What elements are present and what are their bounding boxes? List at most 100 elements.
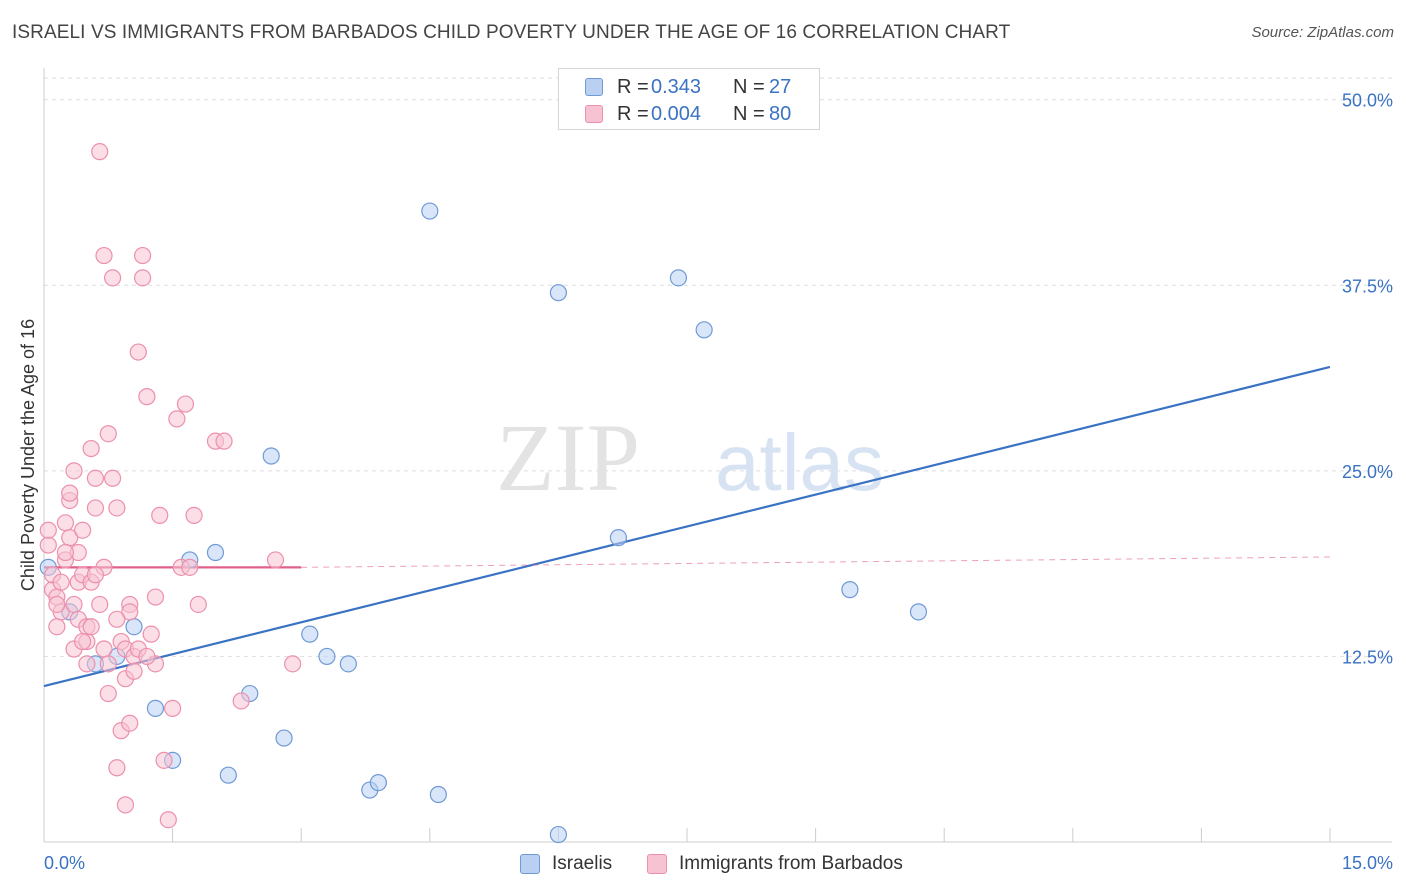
legend-row-israelis: R = 0.343 N = 27 — [559, 72, 821, 102]
barbados-point — [121, 603, 139, 621]
barbados-point — [82, 618, 100, 636]
watermark: ZIP atlas — [496, 404, 884, 511]
barbados-point — [138, 647, 156, 666]
watermark-zip: ZIP — [496, 404, 640, 511]
barbados-point — [155, 751, 173, 769]
axes — [43, 68, 1392, 843]
trend-lines — [43, 365, 1331, 688]
y-axis-label: Child Poverty Under the Age of 16 — [18, 319, 38, 591]
barbados-point — [86, 469, 105, 487]
gridlines — [44, 77, 1392, 657]
legend-n-label: N = — [733, 76, 765, 98]
israelis-point — [909, 603, 928, 621]
legend-swatch-pink — [585, 105, 603, 123]
barbados-point — [52, 573, 70, 591]
bottom-legend-swatch-pink — [647, 854, 667, 874]
correlation-legend: R = 0.343 N = 27 R = 0.004 N = 80 — [558, 68, 820, 130]
barbados-point — [91, 595, 109, 614]
israelis-point — [125, 618, 143, 636]
israelis-point — [421, 202, 439, 220]
israelis-point — [206, 543, 225, 562]
barbados-point — [108, 610, 126, 628]
israelis-point — [219, 766, 237, 784]
barbados-point — [65, 462, 83, 480]
israelis-point — [669, 269, 688, 287]
barbados-point — [266, 551, 285, 569]
barbados-point — [86, 499, 105, 517]
barbados-point — [91, 143, 109, 161]
israelis-point — [339, 655, 357, 673]
barbados-point — [39, 536, 57, 554]
bottom-legend-barbados: Immigrants from Barbados — [647, 850, 937, 878]
bottom-legend-swatch-blue — [520, 854, 540, 874]
israelis-point — [369, 774, 387, 792]
legend-r-label: R = — [617, 76, 649, 98]
source-credit: Source: ZipAtlas.com — [1251, 24, 1394, 41]
barbados-point — [73, 521, 92, 539]
barbados-point — [48, 595, 66, 614]
barbados-point — [181, 558, 199, 576]
barbados-point — [125, 662, 143, 680]
barbados-point — [108, 759, 126, 777]
israelis-point — [609, 529, 628, 547]
barbados-point — [78, 655, 96, 673]
israelis-point — [146, 699, 165, 717]
barbados-point — [61, 484, 79, 502]
barbados-point — [99, 425, 117, 443]
bottom-legend-israelis: Israelis — [520, 850, 640, 878]
y-tick-label: 12.5% — [1342, 647, 1393, 667]
israelis-point — [841, 581, 859, 599]
barbados-point — [215, 432, 233, 450]
barbados-point — [189, 595, 207, 614]
tick-labels: 12.5% 25.0% 37.5% 50.0% 0.0% 15.0% — [44, 91, 1393, 873]
legend-n-value: 80 — [769, 103, 792, 125]
israelis-point — [318, 647, 336, 666]
legend-n-label: N = — [733, 103, 765, 125]
barbados-point — [159, 811, 177, 829]
barbados-point — [168, 410, 186, 428]
barbados-point — [185, 506, 203, 524]
barbados-point — [232, 692, 250, 710]
barbados-point — [99, 655, 117, 673]
israelis-point — [695, 321, 713, 339]
israelis-point — [262, 447, 280, 465]
barbados-point — [133, 269, 152, 287]
barbados-point — [95, 246, 113, 265]
chart-title: ISRAELI VS IMMIGRANTS FROM BARBADOS CHIL… — [12, 22, 1011, 43]
barbados-point — [176, 395, 195, 413]
barbados-point — [39, 521, 57, 539]
barbados-point — [146, 588, 165, 606]
barbados-point — [48, 618, 66, 636]
barbados-point — [133, 246, 152, 265]
israelis-point — [549, 284, 568, 302]
barbados-point — [56, 543, 75, 562]
legend-r-value: 0.343 — [651, 76, 702, 98]
y-tick-label: 25.0% — [1342, 462, 1393, 482]
y-tick-label: 37.5% — [1342, 276, 1393, 296]
x-tick-label: 0.0% — [44, 853, 85, 873]
barbados-point — [103, 269, 122, 287]
legend-row-barbados: R = 0.004 N = 80 — [559, 99, 821, 129]
data-points — [39, 143, 928, 844]
legend-swatch-blue — [585, 78, 603, 96]
barbados-trend-extension — [301, 556, 1331, 568]
barbados-point — [95, 640, 113, 658]
legend-r-label: R = — [617, 103, 649, 125]
barbados-point — [116, 796, 135, 814]
watermark-atlas: atlas — [715, 418, 884, 507]
x-tick-label: 15.0% — [1342, 853, 1393, 873]
legend-n-value: 27 — [769, 76, 792, 98]
israelis-trend-line — [43, 365, 1331, 688]
barbados-point — [151, 506, 169, 524]
barbados-point — [73, 632, 92, 651]
israelis-point — [549, 825, 568, 844]
bottom-legend-label: Israelis — [552, 853, 613, 874]
barbados-point — [86, 566, 105, 584]
bottom-legend-label: Immigrants from Barbados — [679, 853, 903, 874]
barbados-point — [142, 625, 160, 643]
y-tick-label: 50.0% — [1342, 91, 1393, 111]
israelis-point — [301, 625, 319, 643]
barbados-point — [65, 595, 83, 614]
israelis-point — [275, 729, 293, 747]
